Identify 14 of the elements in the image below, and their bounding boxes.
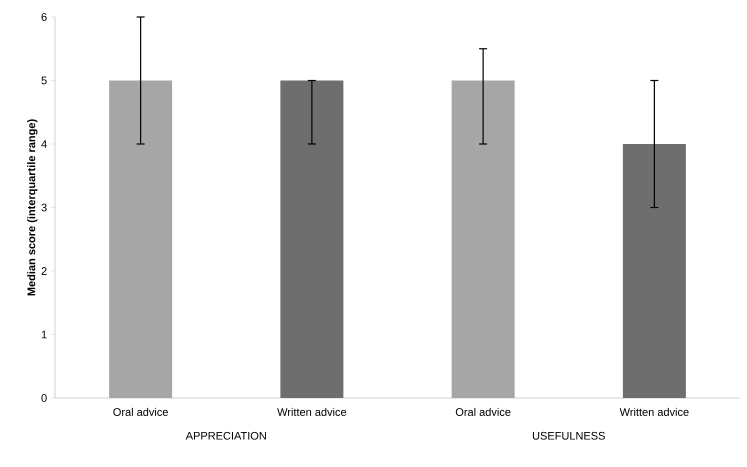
- y-tick-label: 4: [41, 140, 47, 148]
- x-tick-label: Written advice: [620, 408, 689, 416]
- x-tick-label: Written advice: [277, 408, 346, 416]
- x-tick-label: Oral advice: [456, 408, 510, 416]
- y-tick-label: 0: [41, 394, 47, 402]
- y-axis-title: Median score (interquartile range): [27, 119, 38, 296]
- y-tick-label: 2: [42, 267, 47, 275]
- y-tick-label: 5: [41, 76, 47, 84]
- y-tick-label: 1: [42, 330, 47, 338]
- y-tick-label: 6: [42, 13, 47, 21]
- y-tick-label: 3: [41, 204, 47, 212]
- text: APPRECIATION: [186, 432, 266, 440]
- text: USEFULNESS: [532, 432, 605, 440]
- x-tick-label: Oral advice: [113, 408, 168, 416]
